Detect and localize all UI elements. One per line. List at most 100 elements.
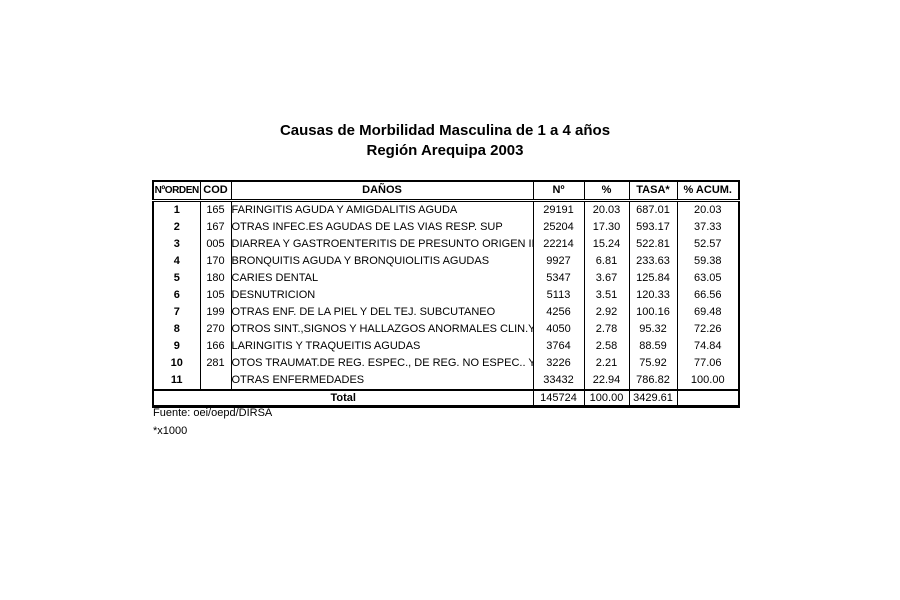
cell-danos: FARINGITIS AGUDA Y AMIGDALITIS AGUDA [230,200,534,219]
total-n: 145724 [532,389,585,407]
cell-tasa: 786.82 [628,372,678,390]
cell-cod: 199 [199,304,232,321]
morbidity-table: NºORDEN COD DAÑOS Nº % TASA* % ACUM. 1 16… [152,180,740,408]
cell-cod: 005 [199,236,232,253]
title-line-2: Región Arequipa 2003 [366,142,524,159]
cell-orden: 11 [152,372,201,390]
cell-n: 3226 [532,355,585,372]
cell-danos: OTRAS ENF. DE LA PIEL Y DEL TEJ. SUBCUTA… [230,304,534,321]
cell-cod: 270 [199,321,232,338]
table-row: 3 005 DIARREA Y GASTROENTERITIS DE PRESUNT… [152,236,740,253]
page-title: Causas de Morbilidad Masculina de 1 a 4 … [152,121,738,161]
table-row: 4 170 BRONQUITIS AGUDA Y BRONQUIOLITIS AGU… [152,253,740,270]
table-row: 6 105 DESNUTRICION 5113 3.51 120.33 66.56 [152,287,740,304]
cell-pct-acum: 69.48 [676,304,740,321]
column-header-orden: NºORDEN [152,180,201,202]
cell-pct: 15.24 [583,236,630,253]
cell-pct-acum: 59.38 [676,253,740,270]
cell-n: 4256 [532,304,585,321]
table-row: 7 199 OTRAS ENF. DE LA PIEL Y DEL TEJ. SUB… [152,304,740,321]
cell-tasa: 75.92 [628,355,678,372]
cell-tasa: 88.59 [628,338,678,355]
cell-tasa: 100.16 [628,304,678,321]
cell-pct: 6.81 [583,253,630,270]
cell-danos: DIARREA Y GASTROENTERITIS DE PRESUNTO OR… [230,236,534,253]
cell-n: 5347 [532,270,585,287]
column-header-pct: % [583,180,630,202]
total-row: Total 145724 100.00 3429.61 [152,389,740,407]
cell-orden: 4 [152,253,201,270]
cell-pct: 22.94 [583,372,630,390]
header-row: NºORDEN COD DAÑOS Nº % TASA* % ACUM. [152,180,740,202]
cell-n: 4050 [532,321,585,338]
cell-danos: LARINGITIS Y TRAQUEITIS AGUDAS [230,338,534,355]
cell-cod: 170 [199,253,232,270]
cell-danos: OTOS TRAUMAT.DE REG. ESPEC., DE REG. NO … [230,355,534,372]
cell-orden: 8 [152,321,201,338]
column-header-tasa: TASA* [628,180,678,202]
cell-pct-acum: 20.03 [676,200,740,219]
cell-pct: 2.58 [583,338,630,355]
total-pct: 100.00 [583,389,630,407]
cell-cod: 167 [199,219,232,236]
cell-pct-acum: 63.05 [676,270,740,287]
table-row: 8 270 OTROS SINT.,SIGNOS Y HALLAZGOS ANORM… [152,321,740,338]
total-label: Total [152,389,534,407]
cell-tasa: 593.17 [628,219,678,236]
table-row: 10 281 OTOS TRAUMAT.DE REG. ESPEC., DE REG… [152,355,740,372]
table-row: 2 167 OTRAS INFEC.ES AGUDAS DE LAS VIAS RE… [152,219,740,236]
table-row: 5 180 CARIES DENTAL 5347 3.67 125.84 63.05 [152,270,740,287]
cell-orden: 2 [152,219,201,236]
cell-cod [199,372,232,390]
cell-pct: 2.21 [583,355,630,372]
cell-pct-acum: 37.33 [676,219,740,236]
cell-tasa: 233.63 [628,253,678,270]
total-pct-acum [676,389,740,407]
total-tasa: 3429.61 [628,389,678,407]
column-header-pct-acum: % ACUM. [676,180,740,202]
column-header-danos: DAÑOS [230,180,534,202]
table-row: 11 OTRAS ENFERMEDADES 33432 22.94 786.82 100.… [152,372,740,390]
cell-n: 22214 [532,236,585,253]
cell-pct-acum: 72.26 [676,321,740,338]
cell-pct: 2.92 [583,304,630,321]
column-header-n: Nº [532,180,585,202]
cell-pct-acum: 52.57 [676,236,740,253]
cell-tasa: 687.01 [628,200,678,219]
cell-pct: 3.51 [583,287,630,304]
cell-tasa: 120.33 [628,287,678,304]
cell-danos: DESNUTRICION [230,287,534,304]
cell-pct-acum: 74.84 [676,338,740,355]
cell-cod: 165 [199,200,232,219]
cell-pct: 17.30 [583,219,630,236]
cell-tasa: 125.84 [628,270,678,287]
cell-orden: 5 [152,270,201,287]
cell-danos: OTROS SINT.,SIGNOS Y HALLAZGOS ANORMALES… [230,321,534,338]
table-row: 9 166 LARINGITIS Y TRAQUEITIS AGUDAS 3764 2.… [152,338,740,355]
cell-cod: 105 [199,287,232,304]
cell-n: 9927 [532,253,585,270]
cell-danos: CARIES DENTAL [230,270,534,287]
cell-pct-acum: 77.06 [676,355,740,372]
cell-orden: 3 [152,236,201,253]
cell-orden: 7 [152,304,201,321]
table-body: 1 165 FARINGITIS AGUDA Y AMIGDALITIS AGUDA… [152,200,740,390]
cell-pct: 2.78 [583,321,630,338]
table-row: 1 165 FARINGITIS AGUDA Y AMIGDALITIS AGUDA… [152,200,740,219]
title-line-1: Causas de Morbilidad Masculina de 1 a 4 … [279,122,611,139]
cell-orden: 10 [152,355,201,372]
cell-n: 5113 [532,287,585,304]
cell-orden: 6 [152,287,201,304]
cell-danos: OTRAS ENFERMEDADES [230,372,534,390]
cell-danos: OTRAS INFEC.ES AGUDAS DE LAS VIAS RESP. … [230,219,534,236]
cell-n: 29191 [532,200,585,219]
cell-danos: BRONQUITIS AGUDA Y BRONQUIOLITIS AGUDAS [230,253,534,270]
cell-cod: 180 [199,270,232,287]
cell-cod: 281 [199,355,232,372]
cell-pct: 20.03 [583,200,630,219]
cell-pct-acum: 66.56 [676,287,740,304]
cell-cod: 166 [199,338,232,355]
cell-n: 25204 [532,219,585,236]
cell-orden: 1 [152,200,201,219]
